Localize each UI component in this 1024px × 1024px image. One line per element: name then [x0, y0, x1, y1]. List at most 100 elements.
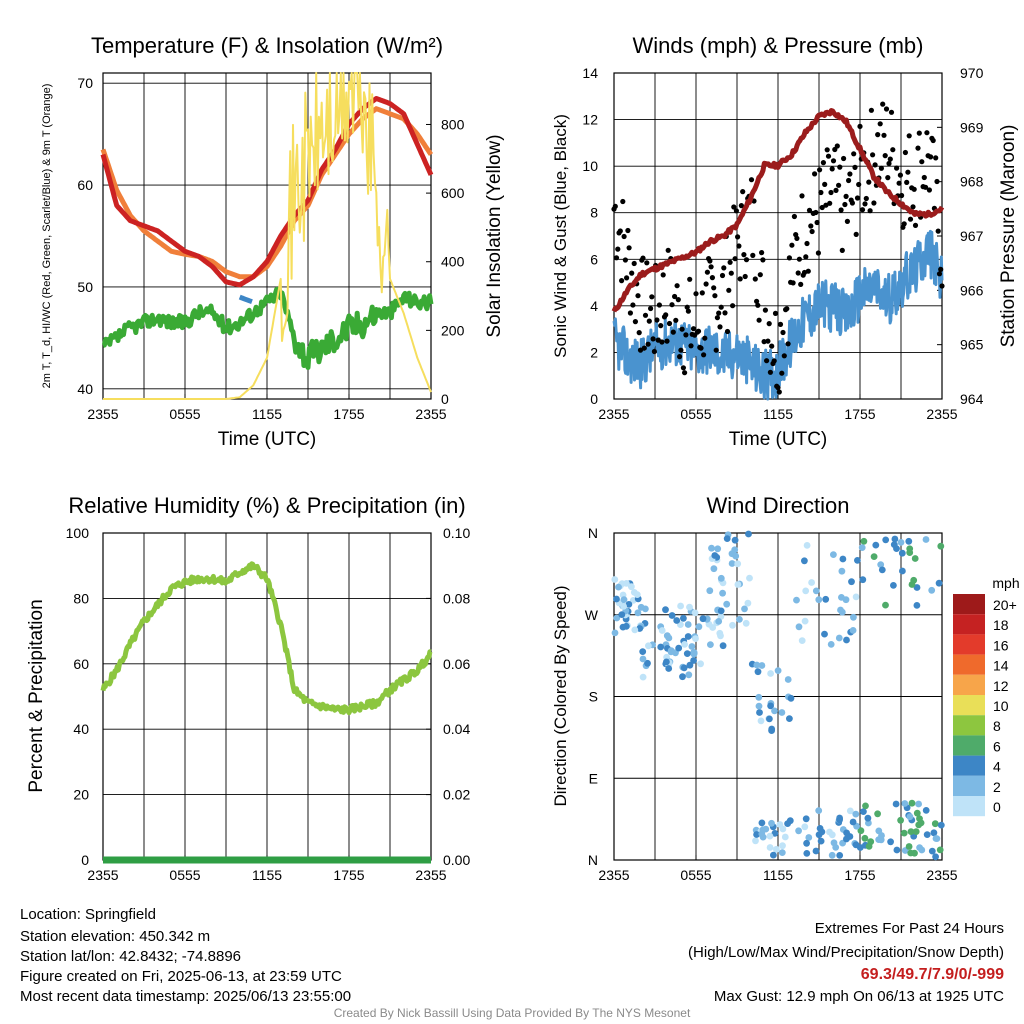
direction-point — [906, 545, 914, 553]
gust-point — [757, 272, 763, 278]
y-right-tick-label: 0.00 — [443, 852, 470, 868]
gust-point — [708, 264, 714, 270]
gust-point — [785, 341, 791, 347]
gust-point — [654, 317, 660, 323]
gust-point — [722, 310, 728, 316]
y-tick-label: N — [588, 525, 598, 541]
direction-point — [835, 634, 843, 642]
direction-point — [906, 813, 914, 821]
gust-point — [709, 275, 716, 281]
direction-point — [665, 634, 673, 642]
gust-point — [880, 101, 886, 107]
direction-point — [681, 641, 688, 648]
gust-point — [724, 328, 731, 335]
panel-3 — [100, 532, 433, 864]
gust-point — [828, 189, 834, 196]
gust-point — [799, 193, 805, 199]
y-tick-label: 40 — [73, 721, 89, 737]
direction-point — [620, 603, 627, 610]
direction-point — [915, 821, 923, 829]
gust-point — [930, 137, 936, 144]
gust-point — [870, 152, 876, 158]
direction-point — [907, 828, 915, 835]
gust-point — [822, 181, 828, 187]
y-tick-label: S — [589, 689, 598, 705]
gust-point — [890, 147, 896, 153]
direction-point — [628, 583, 635, 591]
direction-point — [675, 644, 683, 652]
temp-series-line — [100, 96, 434, 288]
gust-point — [824, 147, 830, 153]
gust-point — [836, 182, 842, 188]
gust-point — [742, 273, 748, 280]
gust-point — [748, 177, 755, 183]
direction-point — [778, 709, 786, 716]
direction-point — [784, 820, 791, 827]
direction-point — [685, 671, 693, 679]
gust-point — [762, 307, 769, 313]
gust-point — [687, 276, 693, 282]
gust-point — [887, 156, 893, 162]
direction-point — [667, 647, 675, 655]
direction-point — [717, 632, 724, 640]
gust-point — [885, 175, 891, 181]
gust-point — [613, 255, 620, 261]
direction-point — [745, 530, 752, 538]
gust-point — [721, 265, 727, 271]
gust-point — [795, 270, 801, 276]
direction-point — [901, 800, 909, 807]
gust-point — [904, 179, 910, 185]
gust-point — [771, 358, 777, 364]
gust-point — [707, 258, 713, 264]
direction-point — [729, 621, 736, 629]
direction-point — [715, 618, 723, 625]
gust-point — [863, 195, 869, 202]
direction-point — [793, 596, 800, 604]
gust-point — [737, 276, 743, 282]
direction-point — [864, 814, 872, 822]
x-tick-label: 1755 — [844, 406, 875, 422]
direction-point — [786, 715, 793, 722]
direction-point — [911, 555, 919, 562]
gust-point — [641, 345, 647, 351]
y-right-tick-label: 400 — [441, 254, 465, 270]
legend-label: 6 — [993, 738, 1001, 754]
gust-point — [784, 306, 790, 312]
gust-point — [660, 272, 666, 278]
direction-point — [852, 593, 860, 601]
credit-line: Created By Nick Bassill Using Data Provi… — [333, 1006, 691, 1020]
gust-point — [650, 336, 656, 342]
direction-point — [658, 627, 666, 634]
gust-point — [842, 201, 848, 208]
direction-point — [898, 549, 906, 557]
gust-point — [915, 145, 921, 151]
y-tick-label: 0 — [81, 852, 89, 868]
gust-point — [830, 158, 837, 164]
direction-point — [838, 567, 846, 575]
gust-point — [669, 302, 675, 308]
gust-point — [916, 130, 922, 136]
gust-point — [794, 235, 800, 241]
direction-point — [933, 835, 941, 842]
gust-point — [809, 228, 815, 235]
direction-point — [875, 827, 883, 835]
direction-point — [719, 642, 727, 650]
gust-point — [905, 169, 911, 175]
direction-point — [826, 828, 833, 836]
panel-2 — [611, 72, 945, 401]
gust-point — [849, 200, 856, 206]
gust-point — [699, 290, 705, 296]
rh-line — [100, 561, 433, 716]
temp-series-line — [103, 72, 432, 400]
chart-title: Wind Direction — [706, 493, 849, 518]
direction-point — [619, 623, 627, 631]
gust-point — [888, 109, 895, 115]
direction-point — [936, 846, 944, 854]
gust-point — [683, 332, 689, 338]
gust-point — [761, 339, 767, 345]
x-axis-label: Time (UTC) — [729, 429, 828, 450]
gust-point — [839, 247, 845, 253]
direction-point — [802, 587, 810, 595]
direction-point — [767, 670, 774, 677]
direction-point — [767, 702, 774, 710]
